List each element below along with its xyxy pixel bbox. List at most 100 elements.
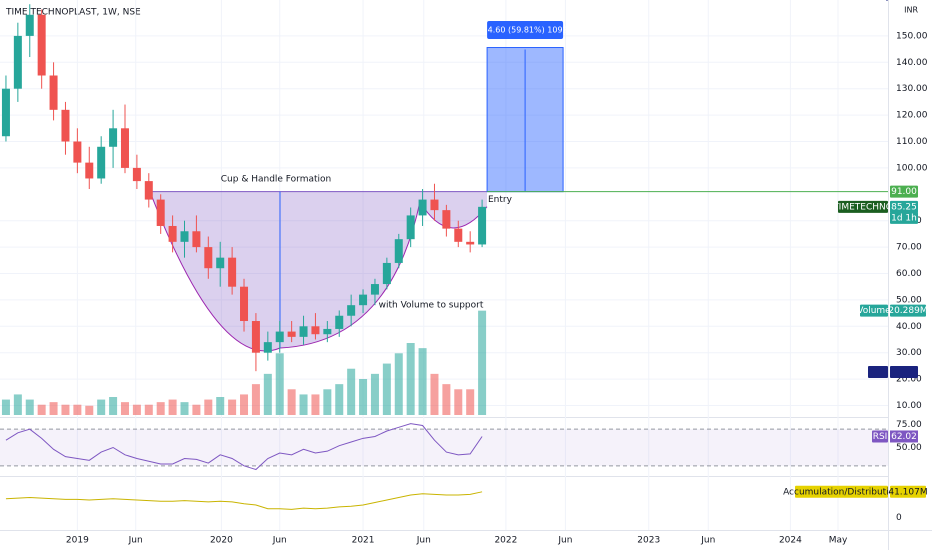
volume-bar [251,384,260,415]
volume-value-bg [890,304,926,317]
candle-body [1,88,10,137]
volume-bar [132,404,141,415]
candle-body [144,181,153,200]
ad-name-bg [795,485,888,498]
candle-body [251,321,260,353]
candle-body [228,257,237,287]
x-tick-label: 2021 [352,536,375,546]
y-tick-label: 110.00 [896,137,928,147]
volume-bar [335,384,344,415]
y-tick-label: 120.00 [896,111,928,121]
volume-bar [180,402,189,415]
candle-body [275,331,284,343]
y-tick-label: 150.00 [896,31,928,41]
volume-bar [394,353,403,415]
countdown-label: 1d 1h [891,213,917,223]
countdown-label-bg [890,211,918,224]
y-tick-label: 100.00 [896,163,928,173]
x-tick-label: 2024 [779,536,802,546]
last-price-label: 85.25 [891,202,917,212]
volume-bar [73,404,82,415]
volume-bar [120,402,129,415]
candle-body [168,225,177,242]
volume-bar [311,394,320,415]
candle-body [132,167,141,182]
rsi-band [0,429,888,466]
annotation: with Volume to support [379,301,484,311]
candle-body [204,247,213,269]
volume-bar [144,404,153,415]
volume-bar [61,404,70,415]
candle-body [109,128,118,147]
entry-price-label: 91.00 [891,187,917,197]
target-label: 54.60 (59.81%) 1092 [483,26,568,35]
volume-bar [192,404,201,415]
volume-bar [478,310,487,415]
entry-price-label-bg [890,185,918,198]
volume-bar [406,343,415,415]
volume-bar [442,384,451,415]
volume-bar [299,394,308,415]
candle-body [61,109,70,142]
cup-outline [149,191,488,352]
candle-body [370,284,379,295]
y-tick-label: 50.00 [896,295,922,305]
candle-body [442,210,451,229]
candle-body [25,14,34,36]
candle-body [418,199,427,216]
x-tick-label: Jun [128,536,143,546]
rsi-tick-label: 50.00 [896,443,922,453]
ad-value: 41.107M [888,487,927,497]
candle-body [335,315,344,329]
rsi-value-bg [890,430,918,443]
x-tick-label: 2019 [66,536,89,546]
volume-bar [359,379,368,415]
y-tick-label: 70.00 [896,243,922,253]
candle-body [180,231,189,242]
candle-body [406,215,415,240]
y-tick-label: 10.00 [896,401,922,411]
volume-bar [204,399,213,415]
volume-bar [430,373,439,415]
volume-bar [418,348,427,415]
candle-body [192,231,201,248]
cup-shape [150,191,487,352]
volume-bar [323,389,332,415]
volume-bar [168,399,177,415]
volume-bar [156,402,165,415]
candle-body [97,146,106,179]
y-tick-label: 40.00 [896,322,922,332]
volume-bar [216,397,225,415]
x-tick-label: Jun [416,536,431,546]
x-tick-label: Jun [557,536,572,546]
volume-bar [287,389,296,415]
candle-body [311,326,320,335]
x-tick-label: Jun [272,536,287,546]
low-name-bg [868,366,888,378]
last-price-label-bg [890,200,918,213]
annotation: Cup & Handle Formation [221,175,331,185]
volume-bar [1,399,10,415]
candle-body [216,257,225,269]
x-tick-label: May [829,536,848,546]
rsi-value: 62.02 [891,432,917,442]
candle-body [394,239,403,263]
candle-body [37,14,46,76]
ad-tick-label: 0 [896,513,902,523]
volume-name-bg [860,304,888,317]
currency: INR [904,6,918,15]
candle-body [382,262,391,285]
y-tick-label: 140.00 [896,58,928,68]
candle-body [13,35,22,89]
candle-body [359,294,368,306]
volume-bar [466,389,475,415]
symbol-label: TIMETECHNO [832,202,893,212]
volume-bar [85,405,94,415]
volume-bar [97,399,106,415]
volume-bar [109,397,118,415]
candle-body [454,228,463,242]
y-tick-label: 20.00 [896,375,922,385]
ad-name: Accumulation/Distribution [783,487,900,497]
